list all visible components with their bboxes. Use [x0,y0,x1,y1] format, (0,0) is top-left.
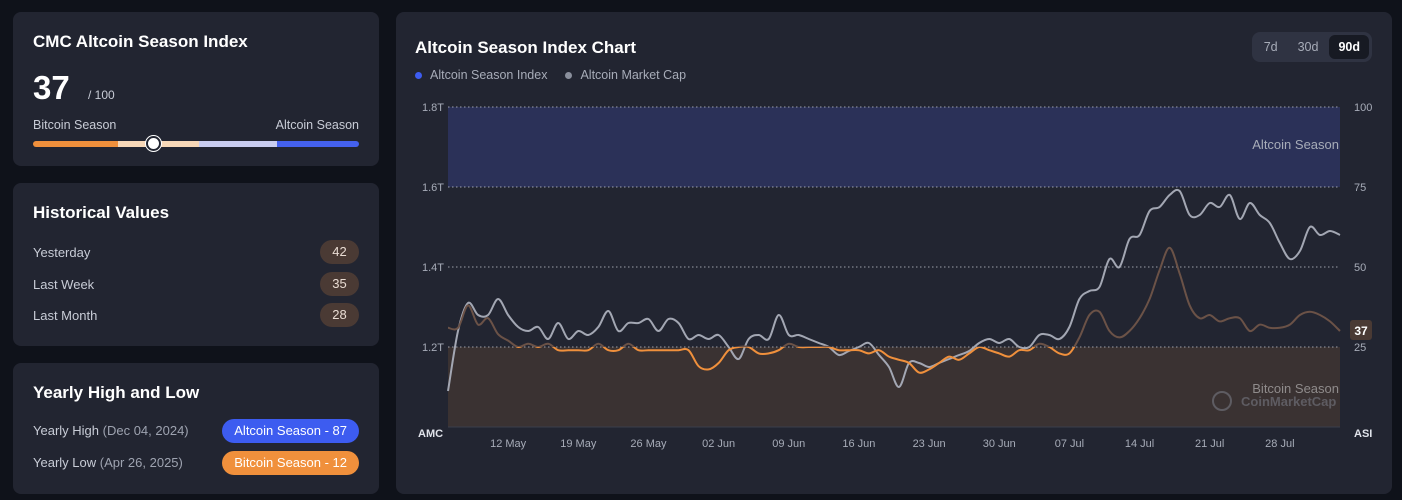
yearly-high-text: Yearly High [33,423,100,438]
right-axis-name: ASI [1354,428,1372,440]
yearly-high-label: Yearly High (Dec 04, 2024) [33,423,189,438]
x-axis-tick: 19 May [560,438,597,450]
legend-dot-market-cap [565,71,573,79]
historical-row-yesterday: Yesterday 42 [33,240,359,266]
zone-altcoin [448,107,1340,187]
historical-values-card: Historical Values Yesterday 42 Last Week… [13,183,379,346]
historical-value-badge: 42 [320,240,359,264]
index-value: 37 [33,69,70,106]
gauge-segment-altcoin [277,141,359,147]
historical-row-last-month: Last Month 28 [33,303,359,329]
left-axis-tick: 1.8T [422,102,444,114]
historical-label: Last Month [33,308,98,323]
yearly-high-low-card: Yearly High and Low Yearly High (Dec 04,… [13,363,379,494]
index-card-title: CMC Altcoin Season Index [33,32,248,51]
legend-label-market-cap: Altcoin Market Cap [580,68,687,82]
series-line-altcoin-market-cap [447,188,1341,392]
watermark-text: CoinMarketCap [1241,394,1336,409]
gauge-knob [146,136,162,151]
yearly-high-date: (Dec 04, 2024) [102,423,189,438]
historical-value-badge: 35 [320,272,359,296]
x-axis-tick: 21 Jul [1195,438,1224,450]
altcoin-zone-label: Altcoin Season [1252,137,1339,152]
range-button-30d[interactable]: 30d [1297,40,1319,54]
x-axis-tick: 30 Jun [983,438,1016,450]
gauge-segment-bitcoin [33,141,118,147]
coinmarketcap-logo-icon [1212,391,1232,411]
yearly-low-label: Yearly Low (Apr 26, 2025) [33,455,183,470]
x-axis-tick: 26 May [630,438,667,450]
bitcoin-zone-label: Bitcoin Season [1252,381,1339,396]
yearly-low-pill: Bitcoin Season - 12 [222,451,359,475]
historical-label: Last Week [33,277,95,292]
time-range-selector: 7d 30d 90d [1251,32,1372,62]
x-axis-tick: 14 Jul [1125,438,1154,450]
right-axis-tick: 50 [1354,262,1366,274]
yearly-low-row: Yearly Low (Apr 26, 2025) Bitcoin Season… [33,451,359,475]
current-value-badge-text: 37 [1354,324,1368,338]
legend-item-index[interactable]: Altcoin Season Index [415,68,547,82]
yearly-title: Yearly High and Low [33,383,200,402]
chart-legend: Altcoin Season Index Altcoin Market Cap [415,68,686,82]
gauge-segment-light-blue [199,141,278,147]
historical-row-last-week: Last Week 35 [33,272,359,298]
index-max: / 100 [88,88,115,102]
altcoin-season-index-card: CMC Altcoin Season Index 37 / 100 Bitcoi… [13,12,379,166]
x-axis-tick: 07 Jul [1055,438,1084,450]
series-line-altcoin-season-index-bitcoin-zone [515,347,1076,374]
range-button-7d[interactable]: 7d [1263,40,1278,54]
left-axis-tick: 1.4T [422,262,444,274]
right-axis-tick: 75 [1354,182,1366,194]
x-axis-tick: 23 Jun [913,438,946,450]
yearly-low-date: (Apr 26, 2025) [99,455,183,470]
yearly-low-text: Yearly Low [33,455,97,470]
zone-bitcoin [448,347,1340,427]
x-axis-tick: 16 Jun [842,438,875,450]
x-axis-tick: 28 Jul [1265,438,1294,450]
series-line-altcoin-season-index [447,246,1341,347]
historical-value-badge: 28 [320,303,359,327]
bitcoin-season-label: Bitcoin Season [33,118,117,132]
x-axis-tick: 02 Jun [702,438,735,450]
altcoin-season-label: Altcoin Season [275,118,359,132]
right-axis-tick: 100 [1354,102,1372,114]
historical-title: Historical Values [33,203,170,222]
legend-label-index: Altcoin Season Index [430,68,548,82]
chart-title: Altcoin Season Index Chart [415,38,637,57]
left-axis-tick: 1.2T [422,342,444,354]
left-axis-name: AMC [418,428,443,440]
range-button-90d[interactable]: 90d [1329,35,1369,59]
current-value-badge [1350,320,1372,340]
legend-dot-index [415,71,422,79]
season-gauge-bar [33,141,359,147]
historical-label: Yesterday [33,245,91,260]
left-axis-tick: 1.6T [422,182,444,194]
yearly-high-row: Yearly High (Dec 04, 2024) Altcoin Seaso… [33,419,359,443]
right-axis-tick: 25 [1354,342,1366,354]
x-axis-tick: 09 Jun [772,438,805,450]
chart-plot[interactable]: 25 50 75 100 1.2T 1.4T 1.6T 1.8T AMC ASI 12 May 19 … [396,12,1392,494]
altcoin-season-chart-card: Altcoin Season Index Chart Altcoin Seaso… [396,12,1392,494]
coinmarketcap-watermark: CoinMarketCap [1212,391,1336,411]
x-axis-tick: 12 May [490,438,527,450]
yearly-high-pill: Altcoin Season - 87 [222,419,359,443]
legend-item-market-cap[interactable]: Altcoin Market Cap [565,68,686,82]
